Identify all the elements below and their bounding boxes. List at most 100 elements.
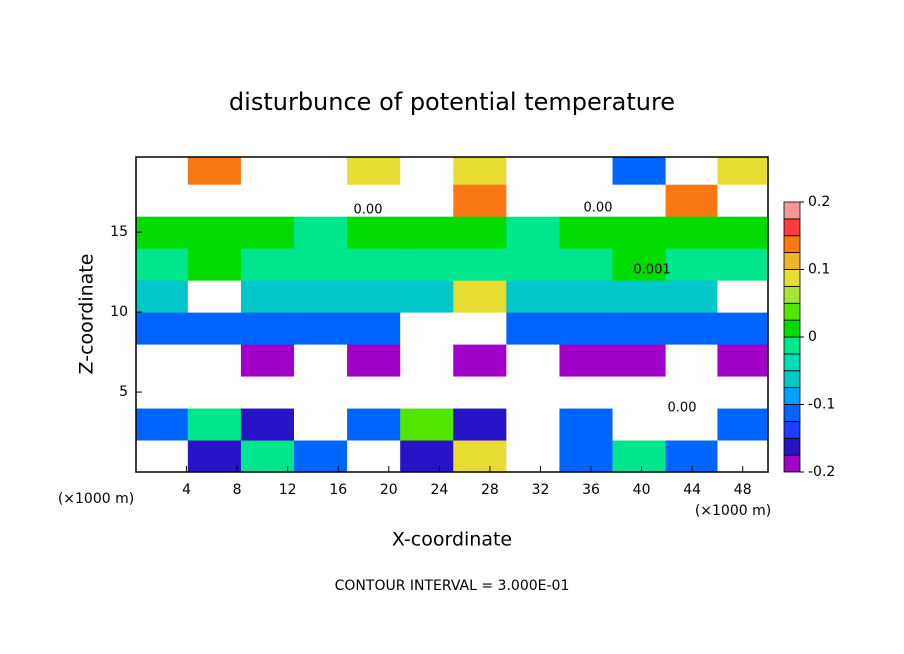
field-cell <box>717 280 769 313</box>
x-unit: (×1000 m) <box>58 491 134 507</box>
field-cell <box>347 280 401 313</box>
field-cell <box>294 344 348 377</box>
colorbar-box <box>783 269 801 287</box>
field-cell <box>187 157 242 185</box>
field-cell <box>294 216 348 249</box>
field-cell <box>294 408 348 441</box>
colorbar-tick-label: 0 <box>808 329 817 345</box>
field-cell <box>453 184 507 217</box>
chart-title: disturbunce of potential temperature <box>229 88 675 116</box>
field-cell <box>665 216 718 249</box>
x-tick-label: 24 <box>430 482 448 498</box>
field-cell <box>559 157 614 185</box>
field-cell <box>347 216 401 249</box>
x-tick-label: 48 <box>734 482 752 498</box>
field-cell <box>294 157 348 185</box>
field-cell <box>400 408 454 441</box>
y-axis-label: Z-coordinate <box>76 254 98 375</box>
field-cell <box>559 344 614 377</box>
field-cell <box>612 216 667 249</box>
field <box>136 157 769 473</box>
field-cell <box>187 312 242 345</box>
field-cell <box>240 312 295 345</box>
field-cell <box>506 248 560 281</box>
field-cell <box>136 312 189 345</box>
field-cell <box>294 280 348 313</box>
field-cell <box>136 440 189 473</box>
field-cell <box>559 280 614 313</box>
field-cell <box>187 248 242 281</box>
field-cell <box>612 312 667 345</box>
field-cell <box>347 344 401 377</box>
field-cell <box>347 376 401 409</box>
footer: CONTOUR INTERVAL = 3.000E-01 <box>335 578 570 594</box>
field-cell <box>187 440 242 473</box>
field-cell <box>453 312 507 345</box>
field-cell <box>453 248 507 281</box>
field-cell <box>240 344 295 377</box>
field-cell <box>665 248 718 281</box>
field-cell <box>717 312 769 345</box>
field-cell <box>187 408 242 441</box>
contour-label: 0.001 <box>633 263 670 278</box>
field-cell <box>717 184 769 217</box>
field-cell <box>240 184 295 217</box>
field-cell <box>665 312 718 345</box>
y-tick-label: 15 <box>110 224 128 240</box>
contour-label: 0.00 <box>354 203 383 218</box>
field-cell <box>559 248 614 281</box>
colorbar-box <box>783 319 801 338</box>
contour-label: 0.00 <box>668 401 697 416</box>
colorbar-box <box>783 370 801 389</box>
colorbar-box <box>783 454 801 473</box>
field-cell <box>294 312 348 345</box>
field-cell <box>559 376 614 409</box>
x-tick-label: 40 <box>633 482 651 498</box>
field-cell <box>400 440 454 473</box>
x-tick-label: 28 <box>481 482 499 498</box>
x-tick-label: 12 <box>279 482 297 498</box>
field-cell <box>506 440 560 473</box>
field-cell <box>240 408 295 441</box>
field-cell <box>717 376 769 409</box>
field-cell <box>400 248 454 281</box>
field-cell <box>136 184 189 217</box>
field-cell <box>347 408 401 441</box>
x-tick-label: 32 <box>532 482 550 498</box>
field-cell <box>187 376 242 409</box>
colorbar-tick-label: -0.1 <box>808 397 835 413</box>
y-tick-label: 10 <box>110 304 128 320</box>
field-cell <box>717 408 769 441</box>
field-cell <box>187 344 242 377</box>
field-cell <box>453 216 507 249</box>
field-cell <box>400 376 454 409</box>
field-cell <box>453 280 507 313</box>
colorbar-box <box>783 252 801 270</box>
colorbar-box <box>783 201 801 220</box>
x-unit: (×1000 m) <box>695 503 771 519</box>
x-axis-label: X-coordinate <box>392 529 512 551</box>
colorbar-tick-label: 0.2 <box>808 194 830 210</box>
field-cell <box>187 280 242 313</box>
x-tick-label: 8 <box>233 482 242 498</box>
field-cell <box>240 376 295 409</box>
field-cell <box>665 408 718 441</box>
field-cell <box>506 376 560 409</box>
field-cell <box>717 248 769 281</box>
colorbar-box <box>783 285 801 304</box>
field-cell <box>665 280 718 313</box>
field-cell <box>294 440 348 473</box>
x-tick-label: 20 <box>380 482 398 498</box>
field-cell <box>294 248 348 281</box>
field-cell <box>506 216 560 249</box>
field-cell <box>240 440 295 473</box>
field-cell <box>665 344 718 377</box>
field-cell <box>240 157 295 185</box>
x-tick-label: 16 <box>329 482 347 498</box>
field-cell <box>506 312 560 345</box>
colorbar-box <box>783 404 801 422</box>
field-cell <box>240 248 295 281</box>
field-cell <box>717 157 769 185</box>
field-cell <box>612 280 667 313</box>
